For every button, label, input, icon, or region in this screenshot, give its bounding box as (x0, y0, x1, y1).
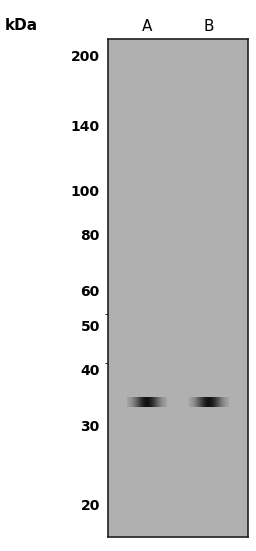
Text: 200: 200 (71, 50, 100, 64)
Text: 80: 80 (80, 229, 100, 242)
Text: 140: 140 (71, 120, 100, 133)
Text: 40: 40 (80, 364, 100, 377)
Text: 50: 50 (80, 320, 100, 334)
Text: 20: 20 (80, 499, 100, 512)
Text: 30: 30 (81, 420, 100, 434)
Text: kDa: kDa (5, 18, 38, 33)
Text: 60: 60 (81, 285, 100, 299)
Text: 100: 100 (71, 185, 100, 199)
